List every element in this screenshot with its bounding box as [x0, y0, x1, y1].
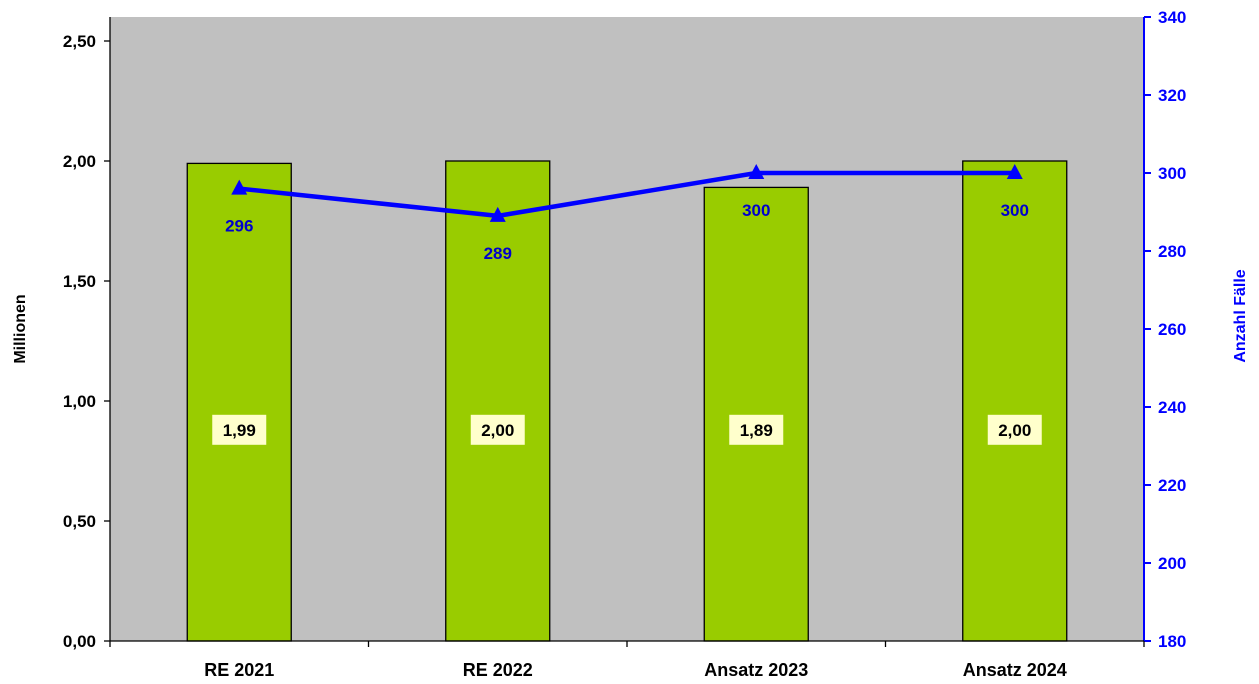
right-tick-label: 220: [1158, 476, 1186, 495]
left-tick-label: 0,00: [63, 632, 96, 651]
bar-label: 2,00: [481, 421, 514, 440]
bar-label-bg: [729, 414, 784, 445]
right-tick-label: 340: [1158, 8, 1186, 27]
left-tick-label: 2,00: [63, 152, 96, 171]
x-tick-label: RE 2022: [463, 660, 533, 680]
bar: [186, 162, 292, 642]
left-tick-label: 0,50: [63, 512, 96, 531]
point-marker: [748, 164, 765, 179]
left-axis-title: Millionen: [12, 294, 29, 363]
point-marker: [489, 206, 506, 222]
x-tick-label: Ansatz 2024: [963, 660, 1067, 680]
right-tick-label: 300: [1158, 164, 1186, 183]
x-tick-label: Ansatz 2023: [704, 660, 808, 680]
series-line: [239, 170, 1015, 219]
point-marker: [1006, 164, 1023, 179]
point-label: 300: [742, 201, 770, 220]
right-tick-label: 260: [1158, 320, 1186, 339]
axes: 0,00 0,50 1,00 1,50 2,00 2,50 180 200 220 240 260 2…: [63, 8, 1186, 680]
bar-label-bg: [987, 414, 1042, 445]
left-tick-label: 1,50: [63, 272, 96, 291]
left-tick-label: 2,50: [63, 32, 96, 51]
right-tick-label: 200: [1158, 554, 1186, 573]
bar: [962, 160, 1068, 642]
left-tick-label: 1,00: [63, 392, 96, 411]
right-tick-label: 240: [1158, 398, 1186, 417]
bar-label: 1,99: [223, 421, 256, 440]
x-tick-label: RE 2021: [204, 660, 274, 680]
bar-label-bg: [470, 414, 525, 445]
bar-label-bg: [212, 414, 267, 445]
bar: [445, 160, 551, 642]
right-axis-title: Anzahl Fälle: [1232, 269, 1249, 362]
point-label: 296: [225, 217, 253, 236]
right-tick-label: 320: [1158, 86, 1186, 105]
bar-label: 1,89: [740, 421, 773, 440]
point-marker: [231, 179, 248, 195]
line-series: 296 289 300 300: [225, 164, 1029, 263]
right-tick-label: 180: [1158, 632, 1186, 651]
bar: [703, 186, 809, 642]
bar-label: 2,00: [998, 421, 1031, 440]
point-label: 300: [1001, 201, 1029, 220]
point-label: 289: [484, 244, 512, 263]
bar-series: 1,99 2,00 1,89 2,00: [186, 160, 1068, 642]
right-tick-label: 280: [1158, 242, 1186, 261]
